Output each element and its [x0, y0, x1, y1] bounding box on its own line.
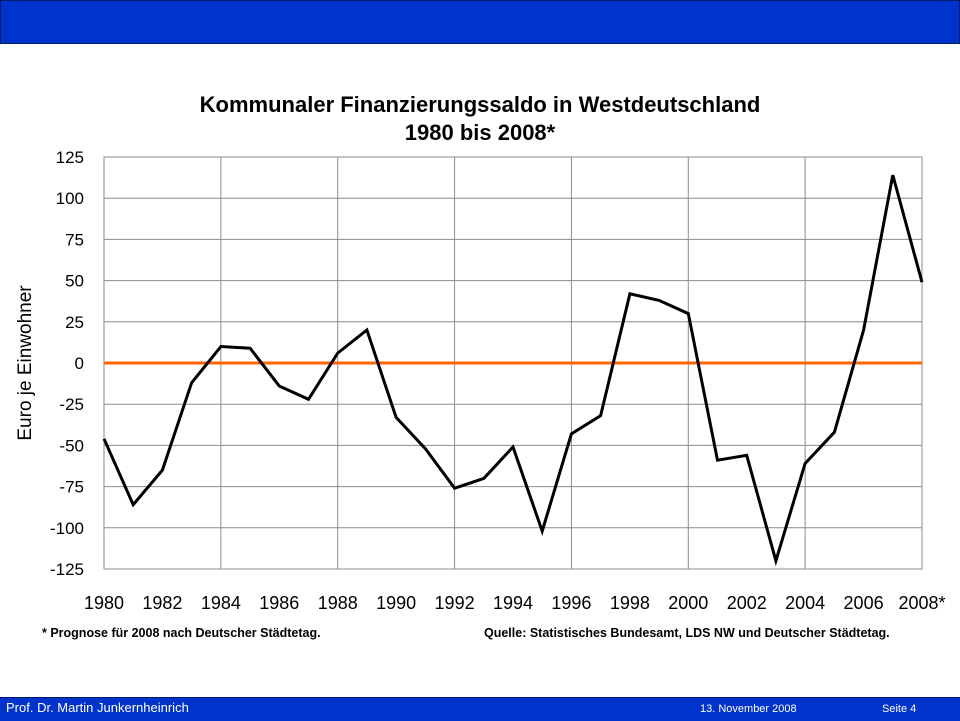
x-tick-label: 2000 [668, 593, 708, 613]
x-tick-label: 2006 [844, 593, 884, 613]
header-bar [0, 0, 960, 44]
chart-title: Kommunaler Finanzierungssaldo in Westdeu… [199, 92, 761, 117]
author-name: Prof. Dr. Martin Junkernheinrich [6, 700, 189, 715]
series-line [102, 174, 924, 567]
footer-bar: Prof. Dr. Martin Junkernheinrich 13. Nov… [0, 697, 960, 721]
y-tick-label: 25 [65, 313, 84, 332]
presentation-date: 13. November 2008 [700, 703, 797, 715]
y-tick-label: 0 [75, 354, 84, 373]
x-tick-label: 1990 [376, 593, 416, 613]
x-tick-label: 1994 [493, 593, 533, 613]
y-tick-label: 75 [65, 230, 84, 249]
page-number: Seite 4 [882, 703, 917, 715]
y-tick-label: 50 [65, 272, 84, 291]
y-axis-label: Euro je Einwohner [15, 285, 36, 441]
x-tick-label: 1982 [142, 593, 182, 613]
x-tick-label: 1988 [318, 593, 358, 613]
x-tick-label: 2002 [727, 593, 767, 613]
y-tick-label: -125 [50, 560, 84, 579]
y-tick-label: -50 [59, 436, 84, 455]
x-tick-label: 1980 [84, 593, 124, 613]
footnote: * Prognose für 2008 nach Deutscher Städt… [42, 626, 321, 640]
x-tick-label: 2004 [785, 593, 825, 613]
y-tick-label: -100 [50, 519, 84, 538]
chart-subtitle: 1980 bis 2008* [404, 120, 556, 145]
x-tick-label: 1984 [201, 593, 241, 613]
x-tick-label: 1992 [435, 593, 475, 613]
x-tick-label: 1986 [259, 593, 299, 613]
source-note: Quelle: Statistisches Bundesamt, LDS NW … [484, 626, 890, 640]
y-tick-label: 100 [56, 189, 84, 208]
x-tick-label: 1998 [610, 593, 650, 613]
x-tick-label: 2008* [898, 593, 945, 613]
y-tick-label: -25 [59, 395, 84, 414]
y-tick-label: -75 [59, 478, 84, 497]
x-tick-label: 1996 [551, 593, 591, 613]
y-tick-label: 125 [56, 148, 84, 167]
